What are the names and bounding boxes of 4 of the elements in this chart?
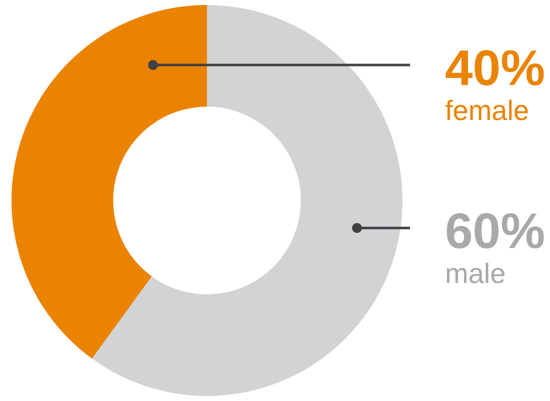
slice-label: male [445,258,507,289]
slice-label: female [445,95,530,126]
data-label: 40% [445,40,546,96]
data-label: 60% [445,203,546,259]
